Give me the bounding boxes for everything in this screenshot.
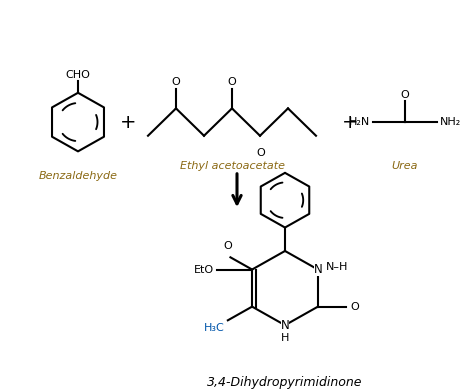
Text: O: O (256, 149, 266, 158)
Text: Benzaldehyde: Benzaldehyde (38, 171, 117, 181)
Text: O: O (228, 77, 237, 87)
Text: EtO: EtO (194, 264, 214, 275)
Text: CHO: CHO (66, 70, 90, 80)
Text: O: O (350, 301, 359, 312)
Text: Urea: Urea (392, 161, 418, 171)
Text: 3,4-Dihydropyrimidinone: 3,4-Dihydropyrimidinone (207, 376, 363, 389)
Text: +: + (342, 113, 358, 131)
Text: H: H (281, 333, 289, 343)
Text: N–H: N–H (326, 262, 348, 271)
Text: H₂N: H₂N (349, 117, 370, 127)
Text: NH₂: NH₂ (440, 117, 461, 127)
Text: N: N (314, 263, 322, 276)
Text: O: O (223, 241, 232, 252)
Text: Ethyl acetoacetate: Ethyl acetoacetate (180, 161, 285, 171)
Text: H₃C: H₃C (204, 323, 225, 333)
Text: O: O (171, 77, 180, 87)
Text: N: N (281, 319, 289, 332)
Text: O: O (400, 90, 409, 99)
Text: +: + (120, 113, 136, 131)
